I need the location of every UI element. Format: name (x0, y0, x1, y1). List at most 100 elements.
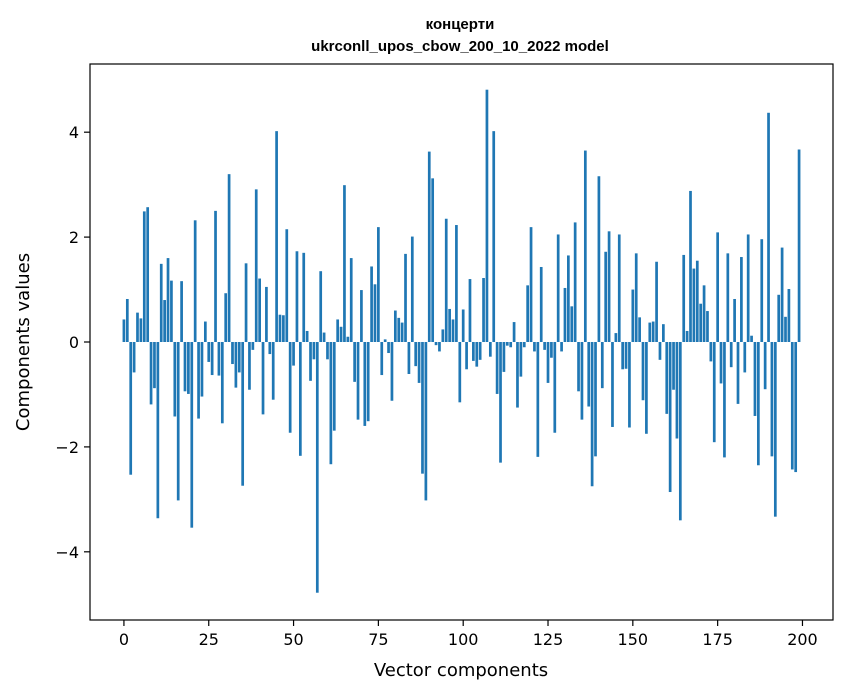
bar (672, 342, 675, 390)
bar (685, 330, 689, 342)
bar (533, 342, 536, 352)
bar (139, 318, 143, 342)
bar (560, 342, 563, 352)
bar (655, 261, 658, 342)
bar (543, 342, 546, 350)
bar (451, 319, 455, 342)
bar (377, 227, 380, 342)
bar (410, 236, 414, 342)
bar (251, 342, 255, 350)
bar (387, 342, 390, 354)
bar (366, 342, 370, 422)
bar (763, 342, 767, 390)
x-tick-label: 50 (283, 630, 303, 649)
bar (638, 317, 641, 342)
bar (522, 342, 526, 348)
bar (767, 112, 770, 342)
bar (373, 284, 377, 342)
bar (597, 176, 601, 342)
chart-subtitle: ukrconll_upos_cbow_200_10_2022 model (311, 38, 609, 55)
bar (583, 150, 587, 342)
bar (424, 342, 428, 501)
bar (295, 251, 299, 342)
y-tick-label: 0 (69, 333, 79, 352)
bar (407, 342, 411, 374)
bar (536, 342, 540, 457)
bar (343, 185, 346, 342)
bar (478, 342, 482, 360)
bar (244, 263, 248, 342)
bar (488, 342, 492, 357)
bar (329, 342, 333, 465)
bar (241, 342, 245, 486)
bar (248, 342, 251, 390)
bar (200, 342, 204, 397)
bar (315, 342, 319, 593)
bar (265, 286, 268, 342)
bar (648, 322, 652, 342)
bar (614, 333, 618, 342)
bar (438, 342, 441, 352)
bar (170, 280, 173, 342)
bar (682, 254, 686, 342)
bar (702, 285, 706, 342)
bar (393, 310, 397, 342)
bar (180, 281, 183, 342)
bar (336, 319, 340, 342)
bar (675, 342, 679, 439)
bar (190, 342, 194, 528)
bar (455, 225, 458, 342)
bar (668, 342, 672, 493)
bar (258, 278, 261, 342)
bar (390, 342, 394, 401)
bar (458, 342, 462, 403)
y-axis-label: Components values (13, 253, 34, 431)
bar (309, 342, 312, 381)
bar (173, 342, 177, 417)
bar (312, 342, 316, 360)
bar (757, 342, 760, 466)
bar (733, 298, 736, 342)
bar (587, 342, 591, 407)
bar (740, 257, 743, 342)
bar (516, 342, 519, 408)
bar (468, 279, 472, 342)
bar (499, 342, 502, 463)
bar (129, 342, 133, 475)
bar (227, 174, 231, 342)
bar (214, 210, 217, 342)
bar (400, 322, 404, 342)
bar (319, 271, 323, 342)
bar (505, 342, 509, 346)
bar (234, 342, 238, 388)
bar (183, 342, 187, 392)
y-tick-label: −4 (55, 543, 79, 562)
bar (777, 294, 781, 342)
bars (122, 89, 801, 593)
bar (773, 342, 777, 517)
x-tick-label: 25 (199, 630, 219, 649)
bar (370, 266, 373, 342)
bar (132, 342, 136, 373)
bar (197, 342, 200, 419)
y-tick-label: 2 (69, 228, 79, 247)
bar (434, 342, 438, 346)
bar (404, 253, 407, 342)
bar (363, 342, 367, 426)
bar (159, 263, 163, 342)
bar (292, 342, 295, 366)
bar (207, 342, 211, 362)
bar (712, 342, 716, 443)
y-axis-ticks: −4 −2 0 2 4 (55, 123, 90, 562)
bar (607, 231, 611, 342)
bar (750, 335, 753, 342)
bar (794, 342, 798, 473)
bar (288, 342, 292, 433)
y-tick-label: 4 (69, 123, 79, 142)
bar (472, 342, 475, 361)
bar (125, 298, 129, 342)
bar (444, 218, 448, 342)
bar (546, 342, 550, 383)
bar (302, 252, 306, 342)
